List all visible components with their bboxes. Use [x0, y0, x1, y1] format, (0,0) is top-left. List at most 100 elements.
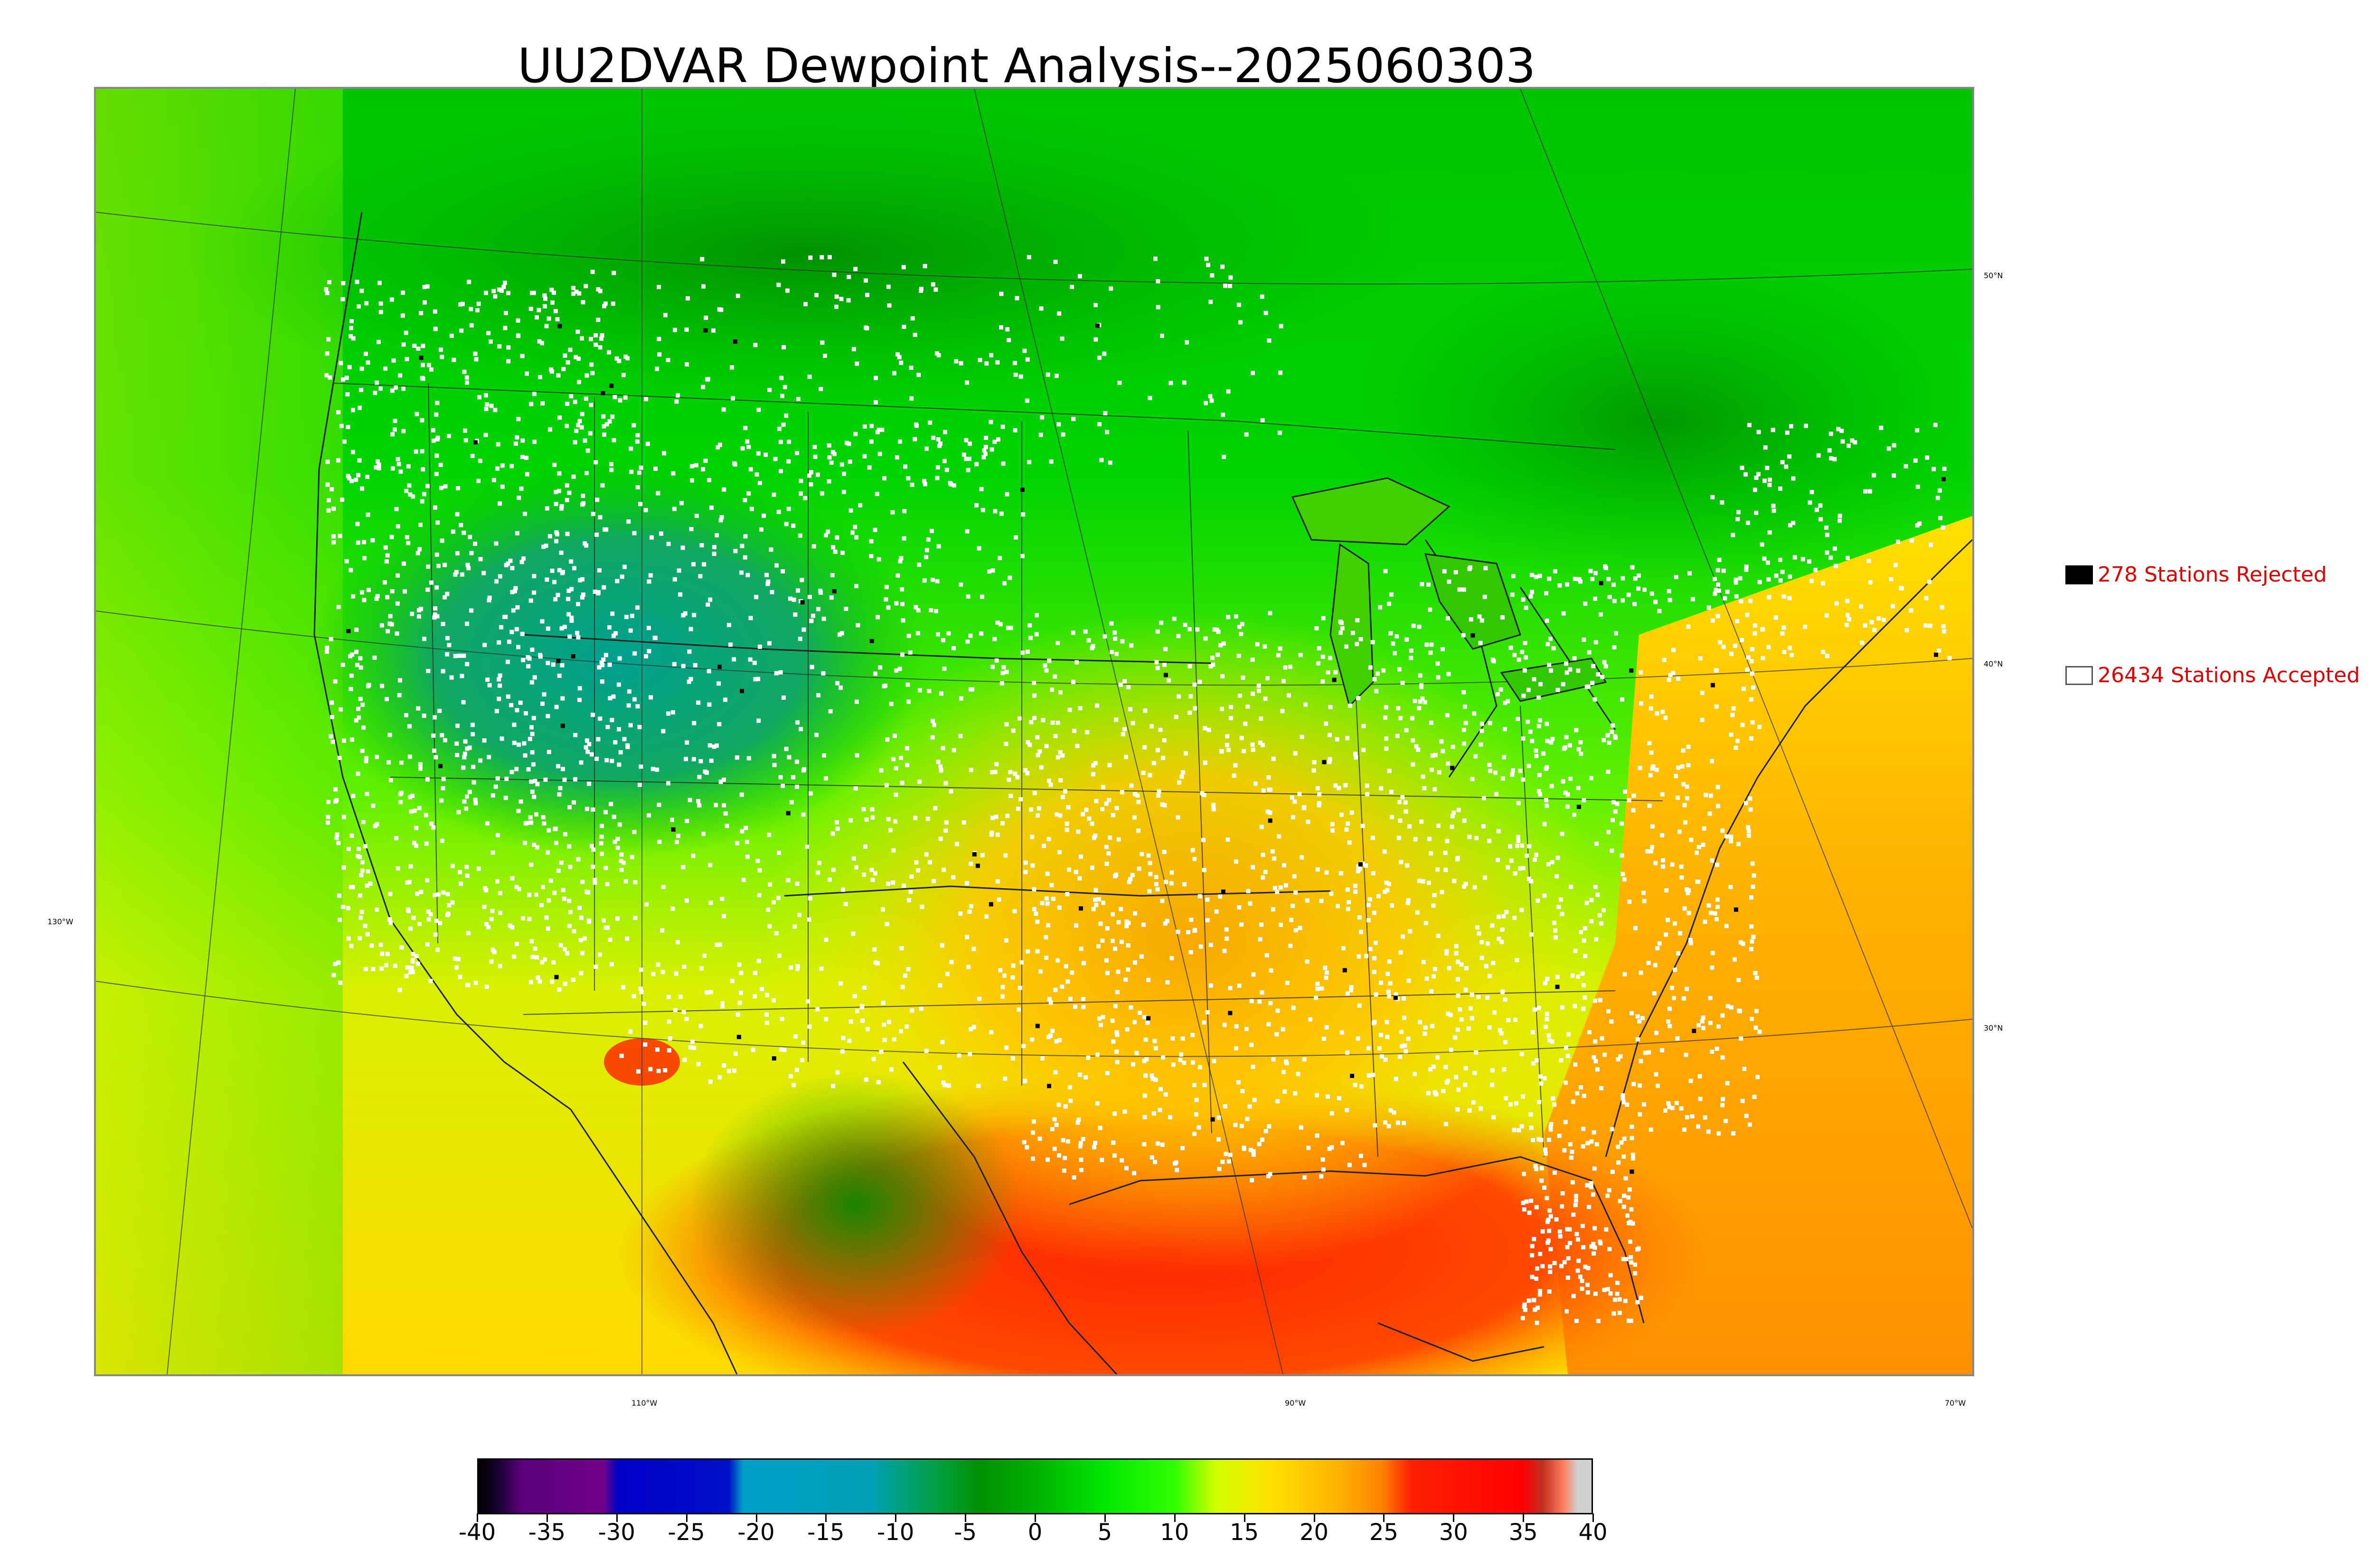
- station-dot: [1453, 1035, 1458, 1040]
- station-dot: [456, 486, 461, 490]
- station-dot: [657, 352, 662, 357]
- station-dot: [591, 807, 595, 812]
- station-dot: [1552, 1102, 1557, 1107]
- station-dot: [1387, 959, 1392, 964]
- station-dot: [715, 533, 719, 538]
- station-dot: [1155, 748, 1160, 752]
- station-dot: [737, 962, 742, 967]
- station-dot: [335, 832, 339, 837]
- station-dot: [1387, 882, 1391, 886]
- station-dot: [1732, 957, 1737, 962]
- station-dot: [360, 703, 365, 707]
- station-dot: [803, 302, 808, 307]
- station-dot: [1093, 337, 1098, 342]
- station-dot: [567, 490, 572, 495]
- station-dot: [1517, 657, 1521, 662]
- station-dot: [1097, 422, 1102, 427]
- station-dot: [1941, 477, 1946, 481]
- station-dot: [1780, 631, 1785, 636]
- station-dot: [1924, 596, 1929, 601]
- station-dot: [768, 882, 772, 887]
- station-dot: [1275, 1008, 1280, 1013]
- station-dot: [517, 887, 521, 892]
- station-dot: [1443, 1065, 1448, 1070]
- station-dot: [1535, 1321, 1539, 1325]
- station-dot: [807, 375, 812, 379]
- station-dot: [1555, 975, 1560, 979]
- station-dot: [789, 800, 794, 805]
- station-dot: [1431, 903, 1436, 908]
- station-dot: [432, 893, 437, 898]
- station-dot: [1493, 770, 1498, 775]
- station-dot: [545, 577, 549, 582]
- station-dot: [1692, 1029, 1696, 1033]
- station-dot: [1025, 771, 1030, 776]
- station-dot: [1120, 1158, 1124, 1163]
- station-dot: [1474, 836, 1479, 840]
- station-dot: [350, 885, 355, 890]
- station-dot: [798, 533, 802, 538]
- station-dot: [801, 812, 806, 817]
- station-dot: [1188, 694, 1193, 699]
- station-dot: [390, 432, 395, 437]
- station-dot: [349, 326, 353, 330]
- station-dot: [1593, 571, 1598, 575]
- station-dot: [375, 907, 379, 912]
- station-dot: [1253, 781, 1258, 786]
- station-dot: [1620, 576, 1625, 581]
- station-dot: [639, 465, 643, 470]
- station-dot: [399, 790, 404, 795]
- station-dot: [900, 602, 904, 606]
- station-dot: [1934, 652, 1938, 657]
- station-dot: [360, 860, 365, 865]
- station-dot: [860, 1018, 865, 1023]
- station-dot: [1742, 1067, 1747, 1071]
- station-dot: [520, 354, 525, 358]
- station-dot: [1630, 1153, 1635, 1157]
- station-dot: [1487, 1025, 1492, 1030]
- station-dot: [1190, 848, 1195, 853]
- station-dot: [1518, 866, 1522, 871]
- station-dot: [516, 417, 521, 422]
- station-dot: [813, 454, 818, 459]
- station-dot: [544, 915, 549, 920]
- station-dot: [1413, 837, 1418, 842]
- station-dot: [1420, 582, 1424, 587]
- station-dot: [595, 498, 600, 502]
- station-dot: [1170, 1036, 1175, 1041]
- station-dot: [341, 738, 346, 743]
- station-dot: [1498, 687, 1503, 692]
- station-dot: [1349, 985, 1354, 989]
- station-dot: [1323, 966, 1328, 970]
- station-dot: [1545, 803, 1549, 808]
- station-dot: [1909, 608, 1913, 613]
- station-dot: [1361, 724, 1366, 728]
- station-dot: [1765, 560, 1770, 565]
- station-dot: [1316, 661, 1321, 666]
- station-dot: [967, 457, 971, 461]
- station-dot: [1682, 803, 1687, 807]
- station-dot: [1616, 1160, 1621, 1165]
- station-dot: [1575, 1237, 1580, 1242]
- station-dot: [635, 439, 640, 444]
- station-dot: [688, 798, 692, 802]
- station-dot: [1557, 1134, 1562, 1138]
- station-dot: [1013, 535, 1018, 540]
- station-dot: [549, 367, 554, 372]
- station-dot: [1078, 1144, 1083, 1149]
- station-dot: [432, 615, 437, 620]
- station-dot: [1093, 833, 1098, 838]
- station-dot: [1161, 1055, 1166, 1060]
- station-dot: [757, 893, 762, 898]
- station-dot: [1091, 907, 1096, 911]
- station-dot: [1808, 500, 1812, 505]
- station-dot: [1563, 790, 1568, 795]
- station-dot: [1356, 696, 1361, 701]
- station-dot: [807, 473, 811, 478]
- great-lakes: [1291, 477, 1607, 707]
- station-dot: [1126, 920, 1131, 925]
- station-dot: [429, 821, 434, 826]
- station-dot: [1315, 786, 1320, 791]
- station-dot: [489, 959, 494, 964]
- station-dot: [1633, 1262, 1638, 1267]
